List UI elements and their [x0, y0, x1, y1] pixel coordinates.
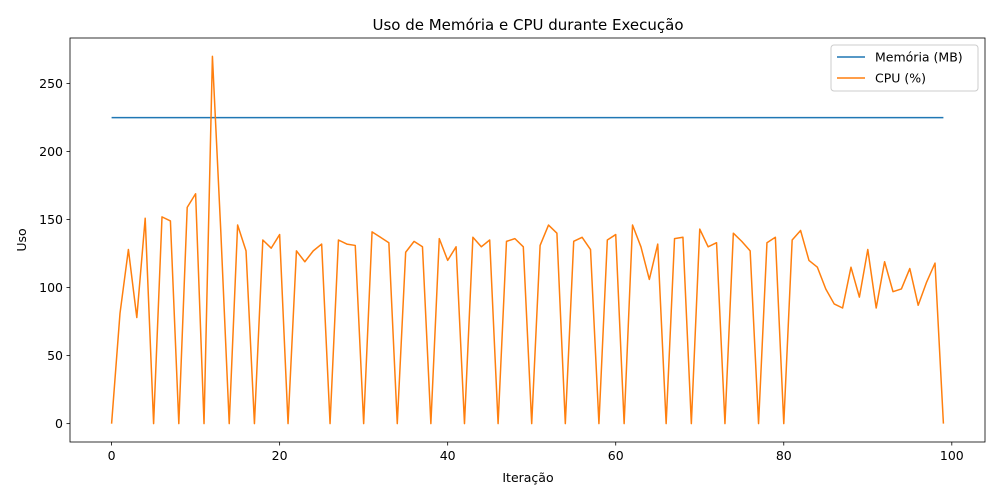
- y-tick-label: 0: [55, 416, 63, 431]
- legend-box: [830, 44, 979, 92]
- plot-area: [69, 37, 986, 443]
- plot-frame: [69, 37, 986, 443]
- series-line-cpu: [110, 55, 945, 425]
- x-tick-label: 80: [776, 448, 792, 463]
- x-axis-label: Iteração: [502, 470, 553, 485]
- legend-label-memoria: Memória (MB): [875, 50, 963, 65]
- y-axis-label: Uso: [14, 228, 29, 251]
- x-tick-label: 60: [608, 448, 624, 463]
- x-tick-label: 100: [940, 448, 964, 463]
- y-tick-label: 150: [39, 212, 63, 227]
- chart-title: Uso de Memória e CPU durante Execução: [372, 16, 683, 34]
- y-tick-label: 200: [39, 144, 63, 159]
- x-tick-label: 40: [440, 448, 456, 463]
- y-tick-label: 250: [39, 76, 63, 91]
- series-layer: [110, 55, 945, 425]
- x-axis: 0 20 40 60 80 100: [108, 442, 964, 463]
- legend-label-cpu: CPU (%): [875, 71, 926, 86]
- legend: Memória (MB) CPU (%): [830, 44, 979, 92]
- x-tick-label: 20: [272, 448, 288, 463]
- y-tick-label: 50: [47, 348, 63, 363]
- x-tick-label: 0: [108, 448, 116, 463]
- y-axis: 0 50 100 150 200 250: [39, 76, 70, 431]
- plot-background: [70, 38, 985, 442]
- y-tick-label: 100: [39, 280, 63, 295]
